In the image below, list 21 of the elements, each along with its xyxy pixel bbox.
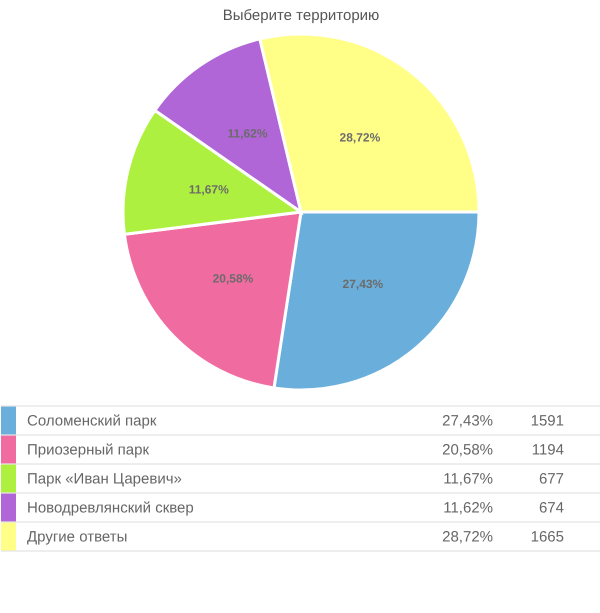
text: 11,67% (443, 470, 493, 488)
text: 28,72% (442, 528, 493, 546)
data-label: 11,62% (227, 126, 268, 141)
data-label: 11,67% (188, 182, 230, 196)
text: 1194 (532, 442, 564, 458)
data-label: 28,72% (340, 130, 381, 144)
text: 27,43% (442, 412, 493, 430)
legend-label: Новодревлянский сквер (27, 500, 194, 516)
text: 1591 (530, 412, 564, 430)
text: 1665 (530, 528, 564, 546)
legend-label: Приозерный парк (27, 442, 150, 458)
data-label: 20,58% (212, 271, 254, 286)
data-label: 27,43% (342, 277, 384, 292)
text: 20,58% (442, 442, 493, 458)
text: 11,62% (443, 500, 493, 516)
text: 677 (538, 470, 564, 488)
legend-label: Парк «Иван Царевич» (27, 470, 182, 488)
legend-label: Соломенский парк (27, 412, 157, 430)
chart-title: Выберите территорию (222, 7, 380, 24)
text: 674 (538, 500, 564, 516)
legend-label: Другие ответы (27, 528, 128, 546)
